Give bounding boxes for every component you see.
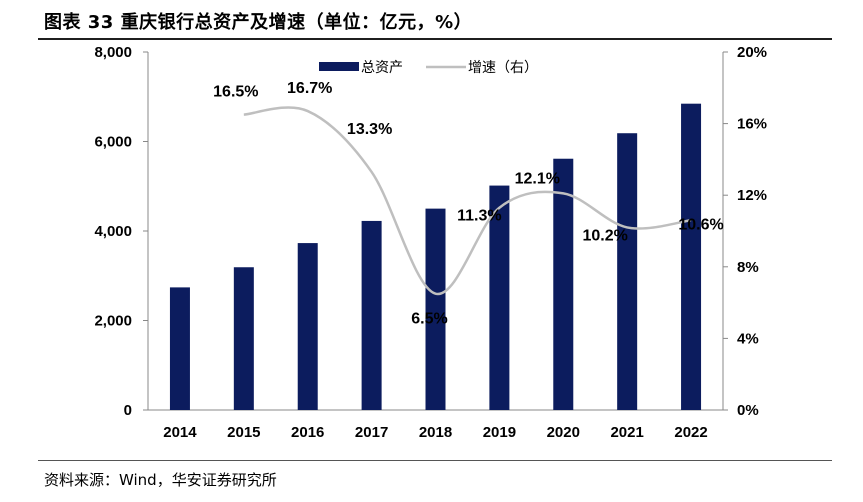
x-axis: 2014 2015 2016 2017 2018 2019 2020 2021 2022 [148, 409, 723, 441]
x-tick-label: 2015 [227, 424, 260, 441]
right-tick-label: 20% [737, 44, 767, 61]
bar-total-assets [553, 158, 574, 410]
growth-data-label: 10.6% [678, 216, 723, 233]
bar-total-assets [425, 208, 446, 410]
legend-swatch-total-assets [319, 62, 359, 71]
x-tick-label: 2016 [291, 424, 324, 441]
growth-data-label: 6.5% [411, 311, 447, 328]
x-tick-label: 2014 [163, 424, 197, 441]
bar-series-total-assets [169, 103, 702, 410]
growth-data-labels: 16.5% 16.7% 13.3% 6.5% 11.3% 12.1% 10.2% 10.6% [213, 80, 724, 328]
x-tick-label: 2022 [674, 424, 707, 441]
growth-data-label: 12.1% [515, 170, 560, 187]
right-tick-label: 8% [737, 259, 759, 276]
legend-label-total-assets: 总资产 [361, 60, 403, 76]
title-rule [38, 38, 832, 40]
bar-total-assets [169, 287, 190, 410]
right-tick-label: 4% [737, 330, 759, 347]
growth-data-label: 13.3% [347, 121, 392, 138]
left-tick-label: 6,000 [94, 134, 132, 151]
bar-total-assets [617, 133, 638, 410]
bar-total-assets [489, 185, 510, 410]
source-note: 资料来源：Wind，华安证券研究所 [44, 471, 277, 489]
right-axis: 0% 4% 8% 12% 16% 20% [722, 44, 767, 419]
legend: 总资产 增速（右） [319, 60, 538, 76]
bar-total-assets [361, 220, 382, 410]
growth-data-label: 11.3% [457, 208, 501, 225]
bar-total-assets [233, 267, 254, 410]
left-tick-label: 0 [124, 402, 132, 419]
growth-data-label: 16.7% [287, 80, 332, 97]
left-tick-label: 8,000 [94, 44, 132, 61]
left-axis: 0 2,000 4,000 6,000 8,000 [94, 44, 149, 419]
growth-line [243, 106, 692, 295]
right-tick-label: 0% [737, 402, 759, 419]
x-tick-label: 2020 [547, 424, 580, 441]
bar-total-assets [681, 103, 702, 410]
x-tick-label: 2021 [610, 424, 643, 441]
x-tick-label: 2018 [419, 424, 452, 441]
growth-data-label: 10.2% [582, 227, 627, 244]
x-tick-label: 2017 [355, 424, 388, 441]
right-tick-label: 12% [737, 187, 767, 204]
chart-title: 图表 33 重庆银行总资产及增速（单位：亿元，%） [44, 12, 473, 33]
right-tick-label: 16% [737, 116, 767, 133]
growth-data-label: 16.5% [213, 84, 258, 101]
left-tick-label: 4,000 [94, 223, 132, 240]
line-series-growth [243, 106, 692, 295]
legend-label-growth: 增速（右） [468, 60, 538, 76]
footer-rule [38, 460, 832, 461]
left-tick-label: 2,000 [94, 313, 132, 330]
bar-total-assets [297, 243, 318, 410]
x-tick-label: 2019 [483, 424, 516, 441]
